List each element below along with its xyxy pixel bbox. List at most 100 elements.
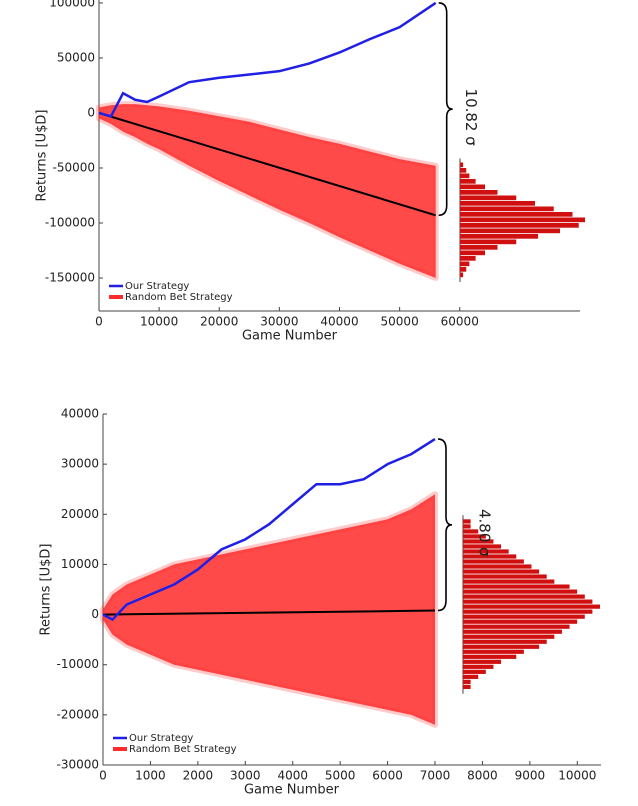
x-tick-label: 10000 (140, 315, 178, 329)
x-tick-label: 8000 (467, 769, 498, 783)
histogram-bar (463, 569, 540, 574)
legend-label: Random Bet Strategy (129, 744, 237, 755)
histogram-bar (463, 529, 479, 534)
y-axis-label: Returns [U$D] (35, 110, 50, 202)
y-tick-label: 30000 (61, 457, 99, 471)
x-tick-label: 60000 (441, 315, 479, 329)
chart-b: -30000 -20000 -10000 0 10000 20000 30000 40000 0… (39, 407, 601, 798)
y-tick-label: 100000 (49, 0, 95, 9)
random-band (96, 101, 439, 281)
legend-box (109, 729, 239, 755)
histogram-bar (463, 549, 509, 554)
histogram-bar (460, 184, 485, 190)
histogram-bar (463, 634, 555, 639)
histogram-bar (463, 539, 494, 544)
x-tick-label: 1000 (135, 769, 166, 783)
histogram-bar (463, 599, 593, 604)
histogram-bar (463, 524, 471, 529)
histogram-bar (460, 173, 470, 179)
histogram-bar (460, 233, 539, 239)
chart-a: -150000 -100000 -50000 0 50000 100000 0 10000 20… (35, 0, 585, 344)
histogram-bar (463, 534, 486, 539)
histogram-bar (460, 178, 476, 184)
histogram-bar (460, 206, 554, 212)
x-tick-label: 30000 (260, 315, 298, 329)
brace (437, 438, 453, 612)
x-tick-label: 40000 (320, 315, 358, 329)
mean-line (98, 112, 436, 217)
histogram-bar (463, 559, 524, 564)
histogram-bar (463, 664, 494, 669)
histogram-bar (463, 614, 585, 619)
x-tick-label: 9000 (515, 769, 546, 783)
histogram-bar (463, 564, 532, 569)
histogram-bar (463, 609, 593, 614)
histogram-bar (460, 162, 464, 168)
x-tick-label: 5000 (325, 769, 356, 783)
histogram-bar (460, 200, 535, 206)
histogram-bar (460, 211, 573, 217)
histogram-bar (463, 619, 578, 624)
y-tick-label: -30000 (56, 758, 99, 772)
mean-line (102, 609, 436, 616)
y-tick-label: 50000 (57, 50, 95, 64)
histogram-bar (463, 684, 471, 689)
histogram-bar (463, 624, 570, 629)
y-tick-label: -100000 (45, 215, 95, 229)
histogram-bar (460, 244, 498, 250)
histogram-bar (463, 674, 479, 679)
strategy-line (98, 1, 437, 118)
random-band (100, 491, 438, 728)
x-tick-label: 10000 (558, 769, 596, 783)
histogram-bar (463, 584, 570, 589)
histogram-bar (463, 669, 486, 674)
histogram-bar (460, 195, 517, 201)
x-tick-label: 4000 (277, 769, 308, 783)
y-tick-label: 40000 (61, 407, 99, 421)
histogram-bar (460, 222, 579, 228)
y-tick-label: -10000 (56, 657, 99, 671)
y-tick-label: 0 (87, 105, 95, 119)
legend-label: Our Strategy (125, 281, 189, 292)
histogram-bar (460, 167, 467, 173)
x-tick-label: 3000 (230, 769, 261, 783)
sigma-annotation: 10.82 σ (462, 89, 480, 147)
y-tick-label: -20000 (56, 707, 99, 721)
histogram-bar (463, 604, 600, 609)
histogram-bar (460, 255, 476, 261)
y-tick-label: -50000 (52, 160, 95, 174)
histogram-bar (463, 579, 555, 584)
x-tick-label: 50000 (381, 315, 419, 329)
histogram-bar (463, 554, 517, 559)
histogram-bar (463, 644, 540, 649)
histogram-bar (463, 544, 502, 549)
x-tick-label: 2000 (183, 769, 214, 783)
x-tick-label: 20000 (200, 315, 238, 329)
y-tick-label: 10000 (61, 557, 99, 571)
x-tick-label: 7000 (420, 769, 451, 783)
brace (438, 2, 453, 217)
histogram-bar (463, 649, 524, 654)
histogram-bar (463, 574, 547, 579)
histogram-bar (463, 679, 471, 684)
histogram-bar (463, 654, 517, 659)
histogram-bar (460, 266, 467, 272)
legend-label: Our Strategy (129, 733, 193, 744)
histogram-bar (460, 261, 470, 267)
x-tick-label: 0 (99, 769, 107, 783)
histogram-bar (463, 639, 547, 644)
histogram-bar (463, 594, 585, 599)
histogram-bar (460, 250, 485, 256)
y-tick-label: 20000 (61, 507, 99, 521)
histogram-bar (460, 239, 517, 245)
legend-box (105, 277, 235, 303)
x-axis-label: Game Number (242, 329, 338, 344)
y-tick-label: 0 (91, 607, 99, 621)
histogram-bar (460, 272, 464, 278)
sigma-annotation: 4.80 σ (476, 509, 494, 557)
histogram-bar (460, 228, 560, 234)
x-tick-label: 0 (95, 315, 103, 329)
y-axis-label: Returns [U$D] (39, 544, 54, 636)
